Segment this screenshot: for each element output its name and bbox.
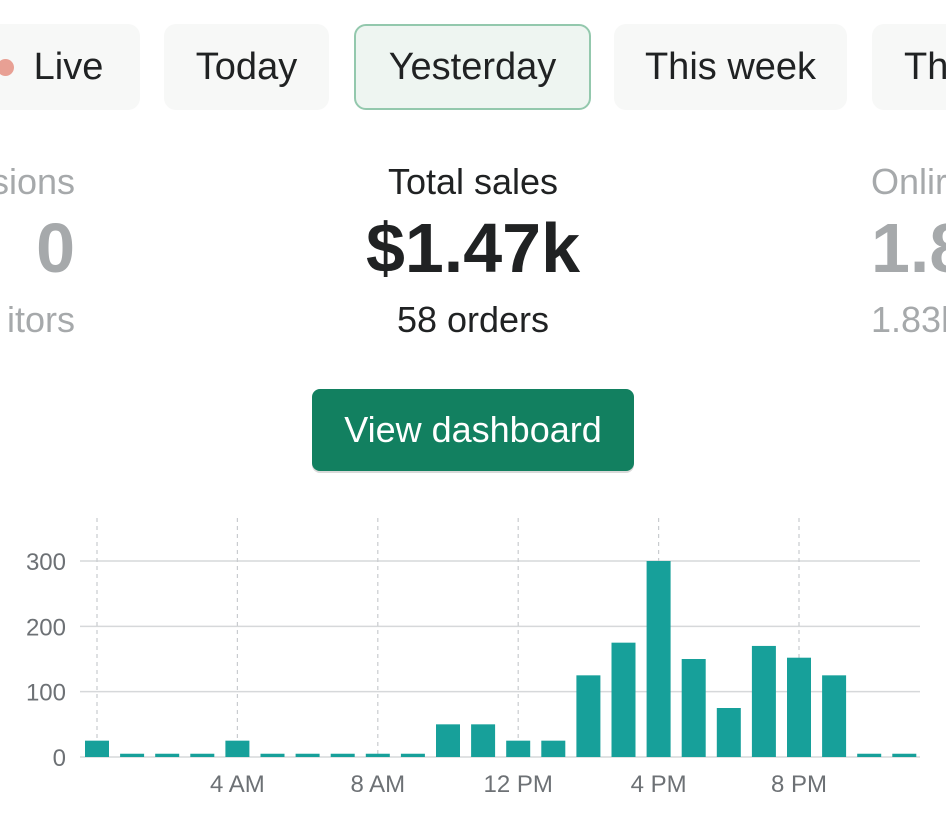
- chart-bar: [471, 724, 496, 757]
- chart-bar: [506, 740, 531, 757]
- date-range-tabs: Live Today Yesterday This week Th: [0, 24, 946, 112]
- x-tick-label: 4 PM: [631, 771, 687, 798]
- chart-bar: [190, 753, 215, 757]
- tab-next-partial[interactable]: Th: [872, 24, 946, 110]
- metric-card-online[interactable]: Onlir 1.8 1.83l: [871, 160, 946, 342]
- chart-bar: [716, 708, 741, 757]
- view-dashboard-button[interactable]: View dashboard: [312, 389, 634, 471]
- chart-bar: [85, 740, 109, 757]
- tab-label: Th: [904, 45, 946, 88]
- y-tick-label: 0: [53, 745, 66, 772]
- metric-label: Onlir: [871, 161, 946, 202]
- x-tick-label: 8 PM: [771, 771, 827, 798]
- metric-label: Total sales: [387, 161, 559, 202]
- metric-sub: 58 orders: [396, 299, 550, 340]
- chart-bar: [611, 642, 636, 757]
- x-tick-label: 4 AM: [210, 771, 265, 798]
- tab-live[interactable]: Live: [0, 24, 140, 110]
- chart-bar: [822, 675, 847, 757]
- chart-bar: [120, 753, 145, 757]
- chart-bar: [892, 753, 917, 757]
- metric-card-total-sales[interactable]: Total sales $1.47k 58 orders: [273, 160, 673, 342]
- tab-label: Today: [195, 45, 298, 88]
- x-tick-label: 12 PM: [484, 771, 553, 798]
- y-tick-label: 200: [26, 614, 66, 641]
- chart-bar: [857, 753, 882, 757]
- chart-bar: [225, 740, 250, 757]
- chart-bar: [365, 753, 390, 757]
- metric-sub: 1.83l: [871, 299, 946, 340]
- chart-bar: [751, 645, 776, 757]
- tab-this-week[interactable]: This week: [614, 24, 847, 110]
- chart-svg: 0 100 200 300 4 AM 8 AM 12 PM 4 PM 8 PM: [26, 518, 920, 798]
- chart-bar: [787, 657, 811, 757]
- metric-value: $1.47k: [365, 209, 581, 287]
- tab-label: Yesterday: [388, 45, 557, 88]
- chart-bar: [155, 753, 180, 757]
- tab-today[interactable]: Today: [164, 24, 329, 110]
- y-tick-label: 300: [26, 549, 66, 576]
- chart-bar: [576, 675, 601, 757]
- metric-label: sions: [0, 161, 75, 202]
- chart-bar: [541, 740, 566, 757]
- chart-bar: [681, 659, 706, 757]
- y-tick-label: 100: [26, 680, 66, 707]
- sales-bar-chart: 0 100 200 300 4 AM 8 AM 12 PM 4 PM 8 PM: [0, 500, 946, 814]
- live-dot-icon: [0, 58, 14, 76]
- metric-value: 0: [36, 209, 75, 287]
- chart-bar: [260, 753, 285, 757]
- tab-label: Live: [33, 45, 104, 88]
- chart-bar: [400, 753, 425, 757]
- chart-bar: [295, 753, 320, 757]
- chart-bar: [330, 753, 355, 757]
- x-tick-label: 8 AM: [350, 771, 405, 798]
- tab-yesterday[interactable]: Yesterday: [354, 24, 591, 110]
- metric-card-sessions[interactable]: sions 0 itors: [0, 160, 75, 342]
- tab-label: This week: [644, 45, 817, 88]
- chart-bar: [646, 561, 671, 757]
- metric-value: 1.8: [871, 209, 946, 287]
- metric-sub: itors: [6, 299, 75, 340]
- chart-bar: [436, 724, 460, 757]
